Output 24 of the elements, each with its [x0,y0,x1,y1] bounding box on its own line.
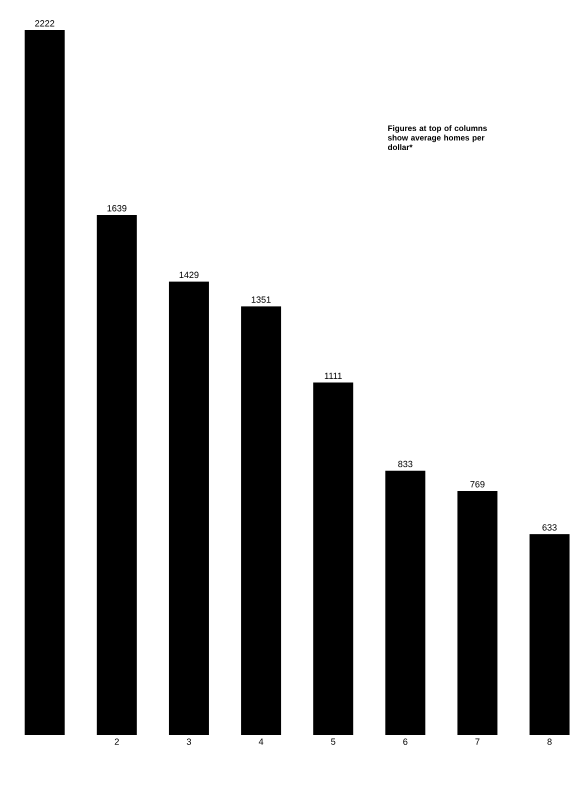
bar [530,534,570,735]
data-label: 1351 [252,296,271,303]
data-label: 769 [470,481,485,488]
data-label: 833 [398,460,412,468]
bar [385,470,426,735]
bar [168,282,209,735]
data-label: 1111 [324,372,342,379]
x-tick-label: 3 [186,738,192,745]
bar [96,214,137,735]
bar [313,382,354,735]
x-tick-label: 4 [258,738,264,745]
bar [241,306,282,735]
x-tick-label: 7 [475,738,480,745]
annotation: Figures at top of columns show average homes per dollar* [388,125,487,150]
x-tick-label: 8 [547,738,552,745]
x-tick-label: 6 [403,738,408,745]
x-tick-label: 2 [114,738,119,745]
data-label: 1639 [108,205,126,212]
bar [457,491,498,735]
data-label: 633 [542,524,557,531]
x-tick-label: 5 [331,738,336,745]
bar [24,30,65,735]
data-label: 2222 [35,20,54,26]
data-label: 1429 [180,272,199,278]
